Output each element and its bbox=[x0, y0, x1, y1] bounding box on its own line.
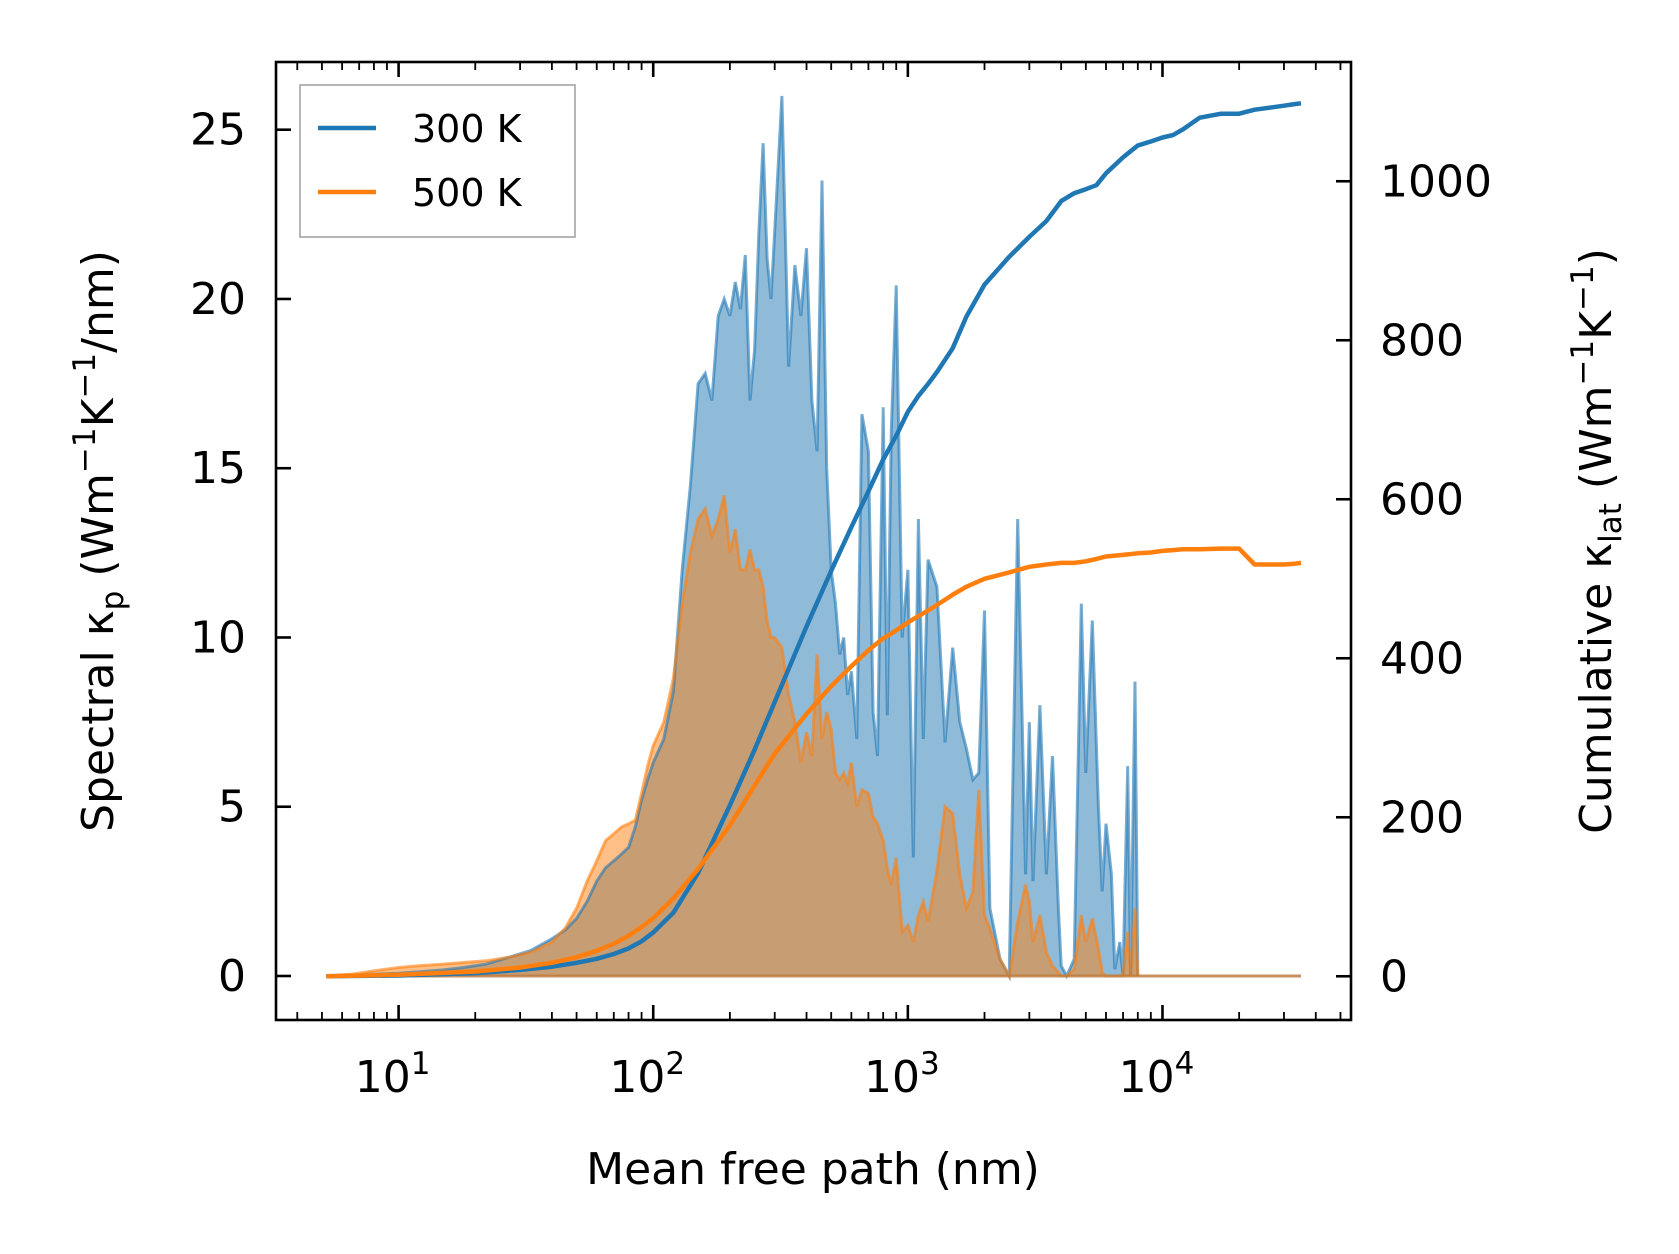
x-tick-label: 102 bbox=[609, 1046, 685, 1103]
y-right-tick-label: 0 bbox=[1380, 951, 1408, 1002]
y-right-tick-label: 600 bbox=[1380, 474, 1464, 525]
spectral-500k-area bbox=[326, 495, 1138, 976]
y-axis-right-label: Cumulative κlat (Wm−1K−1) bbox=[1565, 248, 1629, 834]
spectral-300k-line bbox=[326, 95, 1140, 982]
y-right-tick-label: 400 bbox=[1380, 633, 1464, 684]
plot-frame bbox=[274, 60, 1353, 1022]
x-tick-label: 103 bbox=[864, 1046, 940, 1103]
legend: 300 K 500 K bbox=[299, 84, 576, 238]
y-left-tick-label: 25 bbox=[190, 105, 246, 156]
y-axis-left-label: Spectral κp (Wm−1K−1/nm) bbox=[67, 250, 131, 832]
y-left-tick-label: 10 bbox=[190, 612, 246, 663]
legend-label-500k: 500 K bbox=[412, 171, 523, 215]
x-tick-label: 101 bbox=[355, 1046, 431, 1103]
y-left-tick-label: 20 bbox=[190, 274, 246, 325]
y-left-tick-label: 15 bbox=[190, 443, 246, 494]
legend-box bbox=[299, 84, 576, 238]
x-tick-label: 104 bbox=[1119, 1046, 1195, 1103]
y-right-tick-label: 800 bbox=[1380, 315, 1464, 366]
spectral-500k-line bbox=[326, 494, 1140, 981]
y-right-tick-label: 1000 bbox=[1380, 156, 1492, 207]
cumulative-300k-line bbox=[326, 101, 1302, 979]
y-left-tick-label: 5 bbox=[218, 782, 246, 833]
y-right-tick-label: 200 bbox=[1380, 792, 1464, 843]
y-left-tick-label: 0 bbox=[218, 951, 246, 1002]
cumulative-500k-line bbox=[326, 546, 1302, 979]
x-axis-label: Mean free path (nm) bbox=[586, 1144, 1040, 1195]
legend-label-300k: 300 K bbox=[412, 107, 523, 151]
spectral-300k-area bbox=[326, 95, 1138, 976]
